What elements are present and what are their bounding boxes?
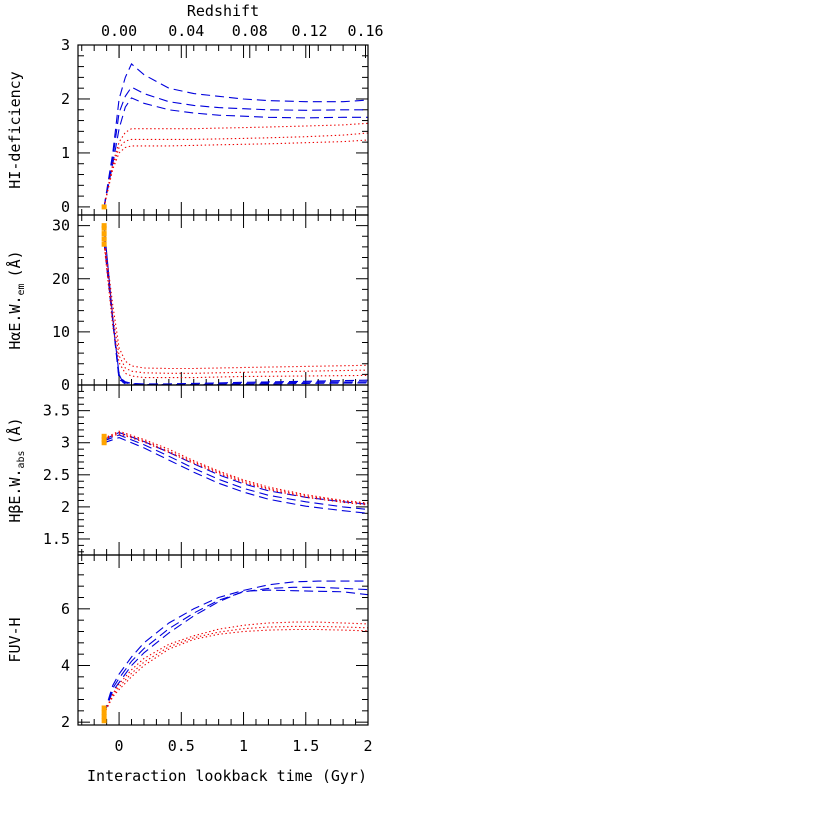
dotted-series-line xyxy=(103,628,368,714)
y-axis-title: HβE.W.abs (Å) xyxy=(5,417,27,522)
series-group xyxy=(103,430,368,514)
y-tick-label: 2 xyxy=(61,498,70,516)
dotted-series-line xyxy=(103,236,368,370)
dashed-series-line xyxy=(103,86,368,207)
observed-point xyxy=(101,437,107,443)
y-tick-label: 3 xyxy=(61,36,70,54)
y-axis-title-unit: (Å) xyxy=(5,250,24,277)
series-group xyxy=(103,225,368,385)
series-group xyxy=(103,580,368,714)
observed-point xyxy=(101,709,107,715)
y-axis-title: HαE.W.em (Å) xyxy=(5,250,27,349)
y-tick-label: 10 xyxy=(52,323,70,341)
panel-frame xyxy=(77,554,369,726)
y-tick-label: 1 xyxy=(61,144,70,162)
observed-point xyxy=(101,223,107,229)
y-tick-label: 6 xyxy=(61,600,70,618)
dashed-series-line xyxy=(103,586,368,714)
y-tick-label: 0 xyxy=(61,198,70,216)
y-tick-label: 20 xyxy=(52,270,70,288)
dashed-series-line xyxy=(103,241,368,385)
dashed-series-line xyxy=(103,434,368,511)
dotted-series-line xyxy=(103,132,368,208)
dotted-series-line xyxy=(103,241,368,374)
observed-point xyxy=(101,718,107,724)
x-tick-label: 2 xyxy=(363,737,372,755)
observed-point xyxy=(101,705,107,711)
x-axis-title: Interaction lookback time (Gyr) xyxy=(87,767,367,785)
panel-1: 0 1 2 3 HI-deficiency xyxy=(6,36,369,216)
dotted-series-line xyxy=(103,139,368,208)
panel-3: 1.5 2 2.5 3 3.5 HβE.W.abs (Å) xyxy=(5,384,369,556)
y-tick-label: 0 xyxy=(61,376,70,394)
y-axis-title-main: FUV-H xyxy=(6,617,24,662)
panel-4: 2 4 6 FUV-H xyxy=(6,554,369,731)
dotted-series-line xyxy=(103,621,368,714)
y-axis-title-subscript: abs xyxy=(16,450,27,468)
y-tick-label: 2 xyxy=(61,90,70,108)
dotted-series-line xyxy=(103,625,368,714)
observed-point xyxy=(101,714,107,719)
panel-frame xyxy=(77,214,369,386)
redshift-tick-label: 0.12 xyxy=(291,22,327,40)
series-group xyxy=(103,63,368,208)
dashed-series-line xyxy=(103,241,368,385)
lookback-time-axis: Interaction lookback time (Gyr) 0 0.5 1 1.5… xyxy=(87,737,373,785)
y-tick-label: 30 xyxy=(52,217,70,235)
observed-point xyxy=(101,231,107,237)
dashed-series-line xyxy=(103,580,368,714)
observed-point xyxy=(101,225,107,231)
y-axis-title-subscript: em xyxy=(16,283,27,295)
observed-point xyxy=(101,241,107,247)
y-axis-title-unit: (Å) xyxy=(5,417,24,444)
y-axis-title-main: HI-deficiency xyxy=(6,71,24,188)
y-tick-label: 3.5 xyxy=(43,402,70,420)
redshift-axis: Redshift 0.00 0.04 0.08 0.12 0.16 xyxy=(101,2,384,40)
y-tick-label: 3 xyxy=(61,434,70,452)
y-tick-label: 4 xyxy=(61,657,70,675)
dashed-series-line xyxy=(103,241,368,385)
observed-point xyxy=(101,204,107,210)
y-tick-label: 2 xyxy=(61,713,70,731)
observed-point xyxy=(101,440,107,446)
x-tick-label: 1.5 xyxy=(292,737,319,755)
x-tick-label: 0 xyxy=(115,737,124,755)
dotted-series-line xyxy=(103,431,368,505)
dashed-series-line xyxy=(103,63,368,207)
y-axis-title-main: HαE.W. xyxy=(6,295,24,349)
observed-point xyxy=(101,433,107,439)
y-tick-label: 2.5 xyxy=(43,466,70,484)
y-tick-label: 1.5 xyxy=(43,530,70,548)
dashed-series-line xyxy=(103,437,368,514)
dashed-series-line xyxy=(103,97,368,208)
observed-point xyxy=(101,236,107,242)
redshift-tick-label: 0.08 xyxy=(232,22,268,40)
dashed-series-line xyxy=(103,589,368,714)
solid-series-line xyxy=(103,225,126,385)
panel-2: 0 10 20 30 HαE.W.em (Å) xyxy=(5,214,369,394)
redshift-tick-label: 0.16 xyxy=(347,22,383,40)
dotted-series-line xyxy=(103,122,368,208)
panel-frame xyxy=(77,384,369,556)
x-tick-label: 0.5 xyxy=(168,737,195,755)
redshift-tick-label: 0.04 xyxy=(168,22,204,40)
panels-group: 0123HI-deficiency0102030HαE.W.em(Å)1.522… xyxy=(5,36,369,731)
y-axis-title: FUV-H xyxy=(6,617,24,662)
y-axis-title: HI-deficiency xyxy=(6,71,24,188)
x-tick-label: 1 xyxy=(239,737,248,755)
redshift-axis-title: Redshift xyxy=(187,2,259,20)
y-axis-title-main: HβE.W. xyxy=(6,468,24,522)
dashed-series-line xyxy=(103,431,368,505)
dotted-series-line xyxy=(103,244,368,379)
panel-frame xyxy=(77,44,369,216)
redshift-tick-label: 0.00 xyxy=(101,22,137,40)
